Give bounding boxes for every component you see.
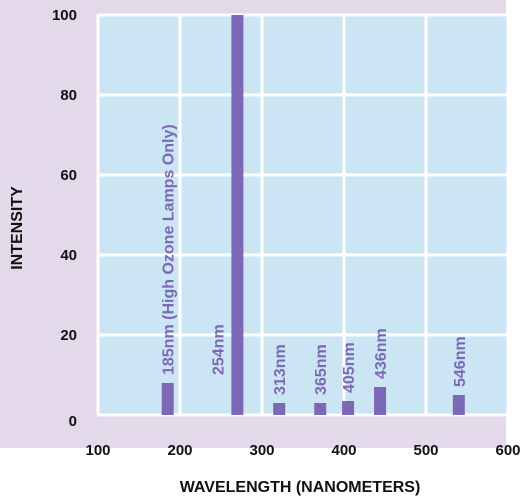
y-tick-label: 60 — [60, 167, 77, 184]
bar-label: 185nm (High Ozone Lamps Only) — [161, 124, 178, 375]
y-tick-label: 20 — [60, 327, 77, 344]
y-tick-label: 100 — [52, 7, 77, 24]
bar-labels: 185nm (High Ozone Lamps Only) 254nm 313nm 3… — [161, 124, 469, 395]
x-tick-label: 500 — [413, 442, 438, 459]
x-axis-title: WAVELENGTH (NANOMETERS) — [180, 479, 421, 496]
bar-label: 436nm — [373, 328, 390, 379]
x-tick-label: 400 — [331, 442, 356, 459]
bar — [161, 383, 174, 415]
y-tick-label: 0 — [69, 413, 77, 430]
bar-label: 365nm — [313, 344, 330, 395]
bar-label: 313nm — [272, 344, 289, 395]
x-tick-label: 100 — [85, 442, 110, 459]
bar — [452, 395, 465, 415]
bar-label: 254nm — [210, 324, 227, 375]
grid-lines — [96, 13, 510, 417]
bar — [374, 387, 387, 415]
x-tick-label: 200 — [167, 442, 192, 459]
x-tick-label: 600 — [495, 442, 520, 459]
x-tick-labels: 100 200 300 400 500 600 — [85, 442, 520, 459]
y-tick-labels: 0 20 40 60 80 100 — [52, 7, 77, 430]
x-tick-label: 300 — [249, 442, 274, 459]
y-tick-label: 80 — [60, 87, 77, 104]
bar — [231, 15, 244, 415]
plot-area — [97, 14, 509, 416]
y-axis-title: INTENSITY — [9, 186, 26, 270]
bars — [161, 15, 465, 415]
bar-label: 546nm — [452, 336, 469, 387]
bar — [314, 403, 327, 415]
bar-label: 405nm — [341, 342, 358, 393]
bar — [342, 401, 355, 415]
bar — [273, 403, 286, 415]
y-tick-label: 40 — [60, 247, 77, 264]
